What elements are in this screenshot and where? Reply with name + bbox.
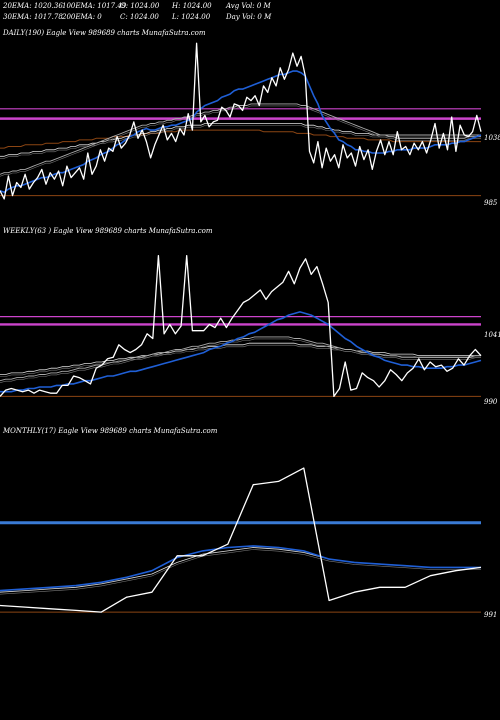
weekly-panel-title: WEEKLY(63 ) Eagle View 989689 charts Mun… [3, 227, 213, 235]
stat-avgvol: Avg Vol: 0 M [225, 2, 272, 10]
daily-panel-title: DAILY(190) Eagle View 989689 charts Muna… [2, 29, 206, 37]
stat-open: O: 1024.00 [120, 2, 160, 10]
ema-long-band-line [0, 549, 481, 595]
stat-low: L: 1024.00 [171, 13, 211, 21]
ema-mid-band-line [0, 338, 481, 383]
monthly-panel-title: MONTHLY(17) Eagle View 989689 charts Mun… [2, 427, 218, 435]
stat-ema20: 20EMA: 1020.36 [2, 2, 63, 10]
ema-short-line [0, 70, 482, 194]
stat-ema100: 100EMA: 1017.49 [62, 2, 127, 10]
y-tick-label: 985 [484, 199, 498, 207]
ema-short-line [0, 311, 482, 393]
stat-ema30: 30EMA: 1017.78 [3, 13, 63, 21]
ema-long-band-line [0, 344, 481, 377]
ema-long-line [0, 123, 481, 157]
ema-200-line [0, 129, 481, 149]
stat-ema200: 200EMA: 0 [61, 13, 102, 21]
ema-mid-line [0, 103, 481, 175]
ema-long-band-line [0, 125, 481, 159]
price-line [0, 254, 482, 398]
y-tick-label: 1041 [484, 331, 500, 339]
stat-high: H: 1024.00 [171, 2, 212, 10]
weekly-panel: 1041 990 [0, 254, 500, 406]
daily-panel: 1038 985 [0, 42, 500, 207]
monthly-panel: 991 [0, 467, 497, 619]
ema-long-line [0, 342, 481, 375]
stat-dayvol: Day Vol: 0 M [225, 13, 272, 21]
price-line [0, 42, 482, 200]
header-stats: 20EMA: 1020.36 100EMA: 1017.49 O: 1024.0… [2, 2, 272, 21]
y-tick-label: 1038 [484, 134, 500, 142]
stat-close: C: 1024.00 [120, 13, 159, 21]
y-tick-label: 991 [484, 611, 497, 619]
price-line [0, 467, 482, 613]
ema-short-line [0, 545, 481, 592]
ema-mid-line [0, 336, 481, 382]
y-tick-label: 990 [484, 398, 498, 406]
